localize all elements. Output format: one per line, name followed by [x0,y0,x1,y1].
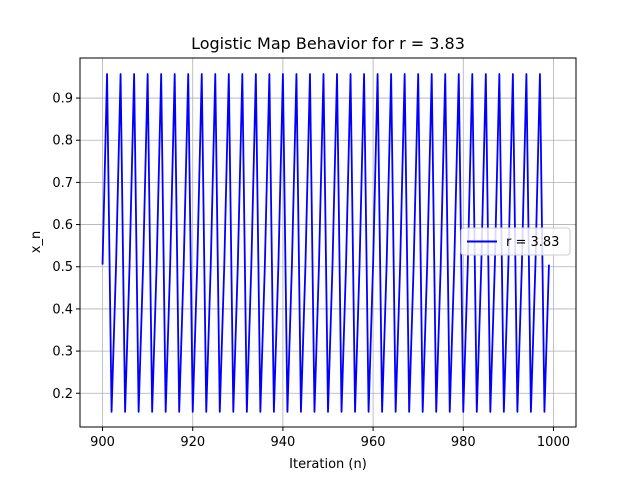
x-tick-label: 1000 [537,435,570,450]
y-tick-label: 0.7 [52,176,73,191]
x-tick-label: 940 [270,435,295,450]
y-tick-label: 0.6 [52,218,73,233]
y-tick-label: 0.9 [52,92,73,107]
y-tick-label: 0.5 [52,260,73,275]
y-tick-label: 0.3 [52,345,73,360]
y-axis-title: x_n [29,231,44,253]
y-tick-label: 0.2 [52,387,73,402]
chart-title: Logistic Map Behavior for r = 3.83 [191,34,465,53]
plot-frame [79,57,577,428]
x-axis-ticks: 900 920 940 960 980 1000 [90,427,570,450]
y-tick-label: 0.4 [52,302,73,317]
x-tick-label: 920 [180,435,205,450]
x-axis-title: Iteration (n) [289,457,367,472]
y-tick-label: 0.8 [52,134,73,149]
y-axis-ticks: 0.2 0.3 0.4 0.5 0.6 0.7 0.8 0.9 [52,92,80,402]
legend: r = 3.83 [460,227,571,256]
legend-label: r = 3.83 [506,235,559,250]
legend-box [460,227,571,256]
x-tick-label: 900 [90,435,115,450]
x-tick-label: 960 [361,435,386,450]
x-tick-label: 980 [451,435,476,450]
